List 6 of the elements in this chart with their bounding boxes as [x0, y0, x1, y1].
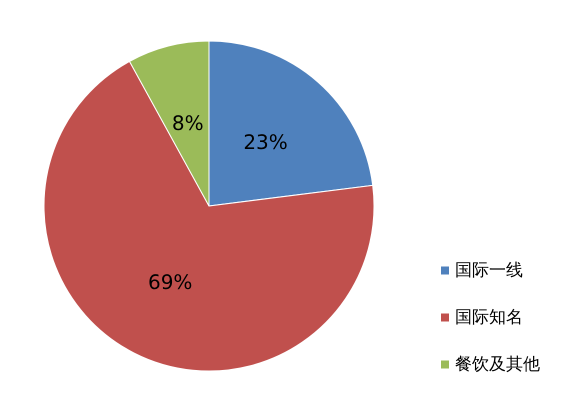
data-label: 69% — [148, 270, 192, 294]
legend-label: 国际一线 — [455, 260, 523, 280]
legend-label: 国际知名 — [455, 308, 523, 328]
data-label: 23% — [243, 130, 288, 154]
legend-label: 餐饮及其他 — [455, 354, 540, 374]
data-label: 8% — [172, 111, 204, 136]
